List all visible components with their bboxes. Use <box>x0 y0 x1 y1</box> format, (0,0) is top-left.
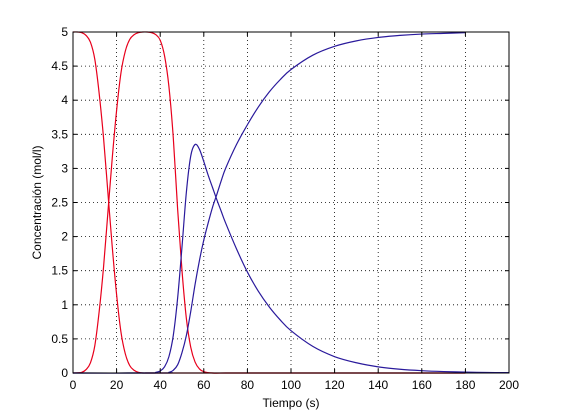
x-tick-label: 0 <box>70 378 77 392</box>
series-line-3 <box>72 143 510 374</box>
x-tick-label: 180 <box>455 378 475 392</box>
y-tick-label: 3.5 <box>51 127 68 141</box>
x-tick-label: 100 <box>281 378 301 392</box>
y-axis-label: Concentración (mol/l) <box>30 145 44 259</box>
y-tick-label: 5 <box>61 25 68 39</box>
y-tick-label: 1 <box>61 298 68 312</box>
x-tick-label: 40 <box>154 378 168 392</box>
x-tick-label: 120 <box>325 378 345 392</box>
y-tick-label: 4.5 <box>51 59 68 73</box>
y-tick-label: 3 <box>61 161 68 175</box>
x-axis-label: Tiempo (s) <box>263 396 320 410</box>
y-tick-label: 2 <box>61 230 68 244</box>
x-tick-label: 60 <box>197 378 211 392</box>
x-tick-label: 80 <box>241 378 255 392</box>
x-tick-label: 140 <box>368 378 388 392</box>
y-tick-label: 0 <box>61 366 68 380</box>
plot-area <box>73 32 509 373</box>
y-tick-label: 0.5 <box>51 332 68 346</box>
y-tick-label: 4 <box>61 93 68 107</box>
x-tick-label: 200 <box>499 378 519 392</box>
series-line-4 <box>72 32 466 374</box>
axis-ticks: 0 20 40 60 80 100 120 140 160 180 200 0 0.5 1 1.5 2 2.5 3… <box>51 25 519 392</box>
x-tick-label: 160 <box>412 378 432 392</box>
x-tick-label: 20 <box>110 378 124 392</box>
grid <box>73 32 509 373</box>
y-tick-label: 1.5 <box>51 264 68 278</box>
y-tick-label: 2.5 <box>51 196 68 210</box>
